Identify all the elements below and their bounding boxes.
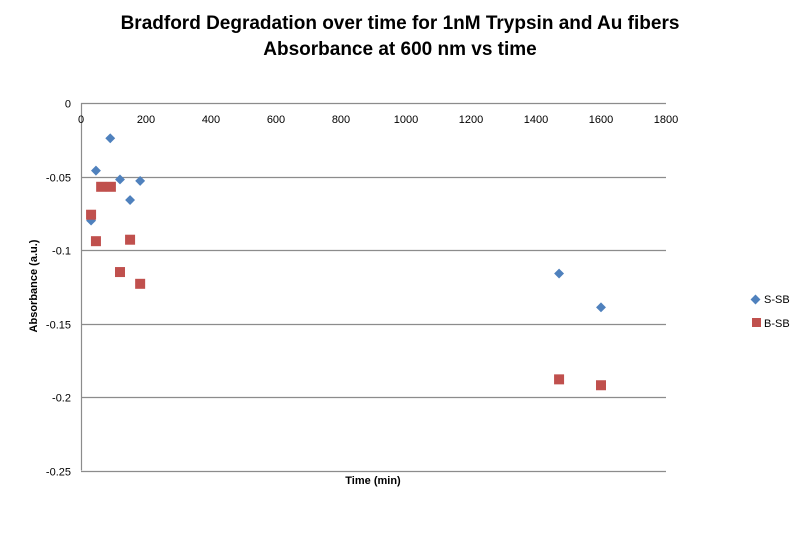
legend: S-SB B-SB — [750, 294, 790, 330]
legend-item-b-sb: B-SB — [752, 318, 790, 330]
data-point-b-sb — [90, 236, 101, 247]
data-point-b-sb — [86, 209, 97, 220]
x-tick-label: 1400 — [524, 114, 548, 126]
y-tick-label: -0.25 — [46, 467, 71, 479]
x-axis-title: Time (min) — [345, 475, 401, 487]
data-point-s-sb — [115, 174, 125, 185]
legend-label: S-SB — [764, 294, 790, 306]
x-axis-ticks: 0 200 400 600 800 1000 1200 1400 1600 1800 — [78, 114, 678, 126]
data-point-s-sb — [105, 133, 116, 144]
gridlines — [81, 102, 666, 473]
data-point-b-sb — [135, 278, 146, 289]
data-point-b-sb — [105, 181, 116, 192]
data-point-s-sb — [91, 165, 101, 176]
y-tick-label: -0.2 — [52, 393, 71, 405]
data-point-b-sb — [125, 234, 136, 245]
legend-item-s-sb: S-SB — [750, 294, 790, 306]
data-point-s-sb — [596, 302, 606, 313]
diamond-marker-icon — [750, 294, 761, 305]
x-tick-label: 1000 — [394, 114, 418, 126]
x-tick-label: 200 — [137, 114, 155, 126]
data-point-b-sb — [115, 267, 125, 278]
x-tick-label: 0 — [78, 114, 84, 126]
y-tick-label: 0 — [65, 99, 71, 111]
x-tick-label: 800 — [332, 114, 350, 126]
y-tick-label: -0.1 — [52, 246, 71, 258]
x-tick-label: 1600 — [589, 114, 613, 126]
data-points — [86, 133, 606, 391]
x-tick-label: 600 — [267, 114, 285, 126]
data-point-b-sb — [596, 380, 606, 391]
chart-subtitle: Absorbance at 600 nm vs time — [263, 39, 537, 60]
y-tick-label: -0.05 — [46, 173, 71, 185]
data-point-b-sb — [96, 181, 107, 192]
x-tick-label: 1800 — [654, 114, 678, 126]
data-point-s-sb — [135, 175, 146, 186]
square-marker-icon — [752, 318, 761, 327]
y-axis-title: Absorbance (a.u.) — [28, 239, 40, 332]
chart-title: Bradford Degradation over time for 1nM T… — [120, 13, 680, 34]
y-axis-ticks: 0 -0.05 -0.1 -0.15 -0.2 -0.25 — [46, 99, 71, 479]
y-tick-label: -0.15 — [46, 320, 71, 332]
data-point-b-sb — [554, 374, 565, 385]
x-tick-label: 1200 — [459, 114, 483, 126]
x-tick-label: 400 — [202, 114, 220, 126]
data-point-s-sb — [125, 195, 136, 205]
legend-label: B-SB — [764, 318, 790, 330]
data-point-s-sb — [554, 268, 565, 279]
